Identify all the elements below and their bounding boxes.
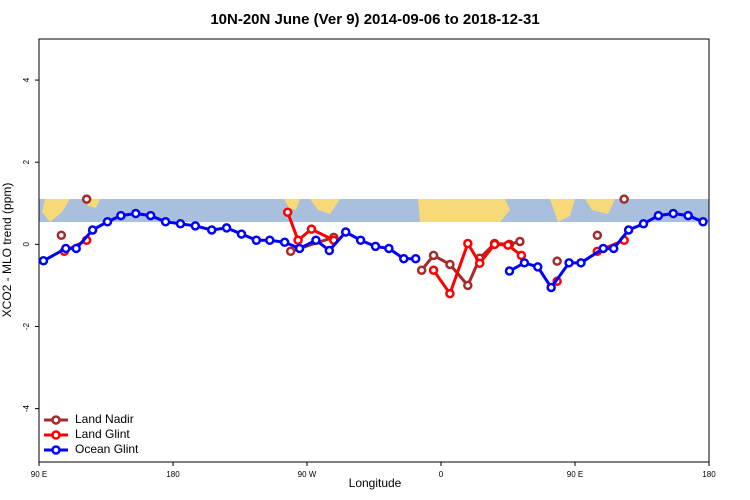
data-point	[698, 217, 708, 227]
data-point	[519, 258, 530, 268]
data-point	[598, 243, 609, 254]
data-point	[102, 217, 113, 227]
data-point	[416, 265, 427, 275]
legend-label: Land Glint	[75, 427, 130, 441]
data-point	[145, 210, 156, 221]
data-point	[399, 253, 409, 264]
data-point	[87, 225, 98, 235]
data-point	[236, 229, 247, 239]
data-point	[306, 224, 317, 234]
data-point	[445, 288, 455, 299]
legend-marker	[51, 415, 61, 425]
data-point	[370, 241, 381, 252]
data-point	[445, 259, 455, 270]
data-point	[564, 258, 574, 268]
plot-frame	[38, 38, 710, 463]
data-point	[428, 265, 439, 275]
data-point	[294, 243, 305, 254]
data-point	[463, 238, 473, 249]
data-point	[552, 256, 562, 266]
data-point	[293, 235, 303, 245]
data-point	[279, 237, 290, 248]
data-point	[38, 256, 49, 266]
data-point	[285, 246, 296, 257]
chart-title: 10N-20N June (Ver 9) 2014-09-06 to 2018-…	[210, 11, 539, 28]
data-point	[175, 219, 186, 229]
data-point	[504, 266, 515, 276]
data-point	[282, 207, 293, 218]
legend-label: Land Nadir	[75, 412, 134, 426]
x-axis-label: Longitude	[349, 476, 402, 490]
data-point	[619, 194, 629, 204]
data-point	[463, 280, 473, 291]
data-point	[683, 210, 693, 221]
data-point	[251, 235, 262, 245]
data-point	[340, 227, 351, 237]
data-point	[592, 230, 603, 241]
y-tick-label: -2	[22, 322, 31, 330]
x-tick-label: 90 E	[31, 470, 47, 479]
data-point	[533, 262, 543, 272]
x-tick-label: 90 E	[567, 470, 583, 479]
map-band	[39, 199, 709, 222]
y-tick-label: 0	[22, 242, 31, 247]
data-point	[576, 258, 586, 268]
y-tick-label: 4	[22, 77, 31, 82]
x-tick-label: 180	[166, 470, 180, 479]
data-point	[206, 225, 217, 235]
data-point	[474, 258, 485, 268]
data-point	[515, 236, 525, 247]
data-point	[61, 243, 71, 254]
data-point	[116, 210, 126, 221]
data-point	[221, 223, 232, 233]
x-tick-label: 90 W	[298, 470, 317, 479]
data-point	[428, 250, 439, 261]
land-shape	[284, 199, 300, 210]
data-point	[190, 221, 201, 231]
data-point	[311, 235, 321, 245]
data-point	[503, 240, 513, 250]
land-shape	[550, 199, 575, 222]
data-point	[265, 235, 275, 245]
data-point	[638, 219, 649, 229]
data-point	[668, 208, 679, 219]
land-shape	[418, 199, 510, 222]
data-point	[131, 208, 141, 219]
land-shape	[585, 199, 615, 214]
data-point	[489, 239, 500, 250]
data-point	[71, 243, 81, 254]
legend-label: Ocean Glint	[75, 442, 139, 456]
data-point	[623, 225, 634, 235]
data-point	[81, 194, 92, 204]
land-shape	[310, 199, 340, 214]
land-shape	[42, 199, 70, 222]
data-point	[653, 210, 664, 221]
data-point	[56, 230, 67, 241]
data-point	[160, 217, 171, 227]
x-tick-label: 180	[702, 470, 716, 479]
y-axis-label: XCO2 - MLO trend (ppm)	[0, 183, 14, 318]
legend-marker	[51, 430, 61, 440]
data-point	[516, 250, 527, 261]
ocean-strip	[39, 199, 709, 222]
data-point	[384, 243, 394, 254]
data-point	[324, 245, 335, 256]
legend-marker	[51, 445, 61, 455]
data-point	[546, 282, 556, 293]
series-line	[286, 211, 335, 243]
y-tick-label: -4	[22, 405, 31, 413]
data-point	[608, 243, 619, 254]
y-tick-label: 2	[22, 159, 31, 164]
x-tick-label: 0	[439, 470, 444, 479]
data-point	[355, 235, 366, 245]
data-point	[410, 253, 421, 264]
